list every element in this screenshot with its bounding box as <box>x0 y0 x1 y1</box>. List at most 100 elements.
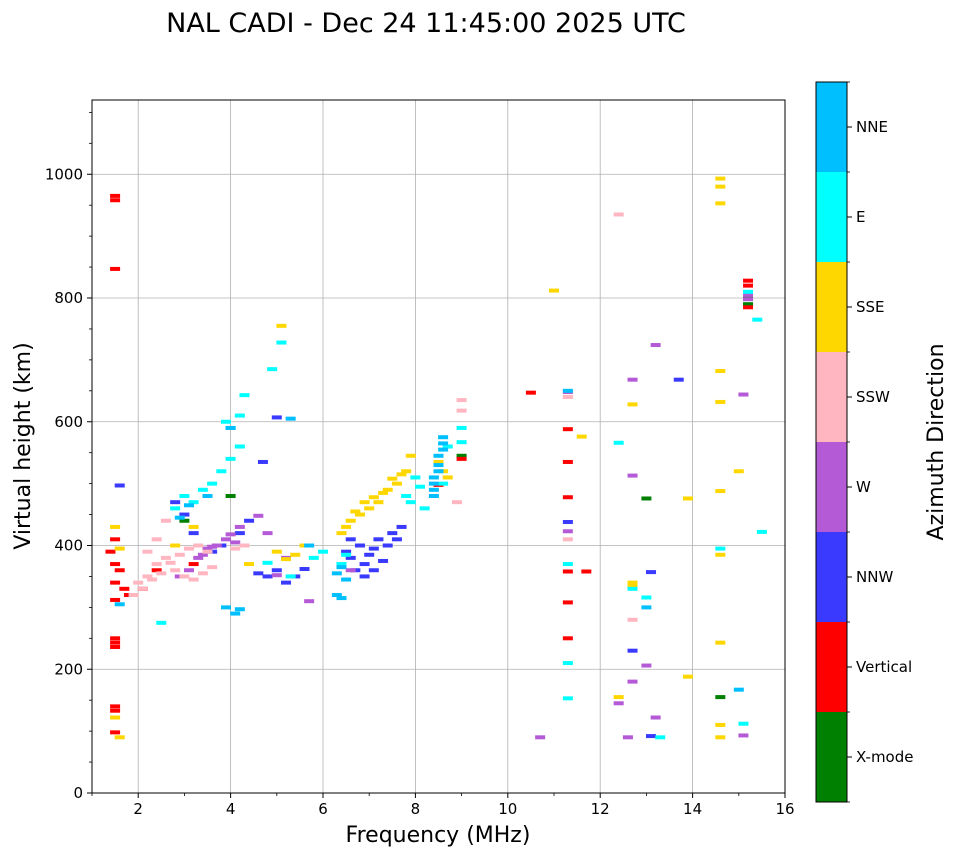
data-point <box>733 469 744 474</box>
data-point <box>715 722 726 727</box>
y-tick-label: 1000 <box>45 165 83 183</box>
colorbar-segment <box>816 442 847 532</box>
data-point <box>308 555 319 560</box>
data-point <box>442 475 453 480</box>
colorbar-segment <box>816 712 847 802</box>
data-point <box>114 546 125 551</box>
series-e <box>156 289 767 740</box>
data-point <box>562 459 573 464</box>
data-point <box>225 456 236 461</box>
data-point <box>239 393 250 398</box>
data-point <box>641 595 652 600</box>
colorbar-label: NNW <box>856 568 893 586</box>
data-point <box>151 537 162 542</box>
data-point <box>562 636 573 641</box>
colorbar-segment <box>816 172 847 262</box>
y-axis-ticks: 0 200 400 600 800 1000 <box>45 111 92 802</box>
data-point <box>576 434 587 439</box>
data-point <box>179 518 190 523</box>
data-point <box>197 487 208 492</box>
data-point <box>433 453 444 458</box>
data-point <box>562 395 573 399</box>
data-point <box>197 552 208 557</box>
data-point <box>345 537 356 542</box>
data-point <box>456 408 467 413</box>
data-point <box>715 184 726 189</box>
data-point <box>682 674 693 679</box>
data-point <box>220 605 231 610</box>
data-point <box>396 524 407 529</box>
data-point <box>396 472 407 477</box>
series-nne <box>114 388 744 692</box>
data-point <box>341 577 352 582</box>
data-point <box>114 483 125 488</box>
data-point <box>622 735 633 740</box>
data-point <box>110 708 121 713</box>
data-point <box>216 469 227 474</box>
data-point <box>225 532 236 537</box>
data-point <box>387 531 398 536</box>
colorbar: X-mode Vertical NNW W SSW SSE E NNE <box>815 81 913 803</box>
data-point <box>525 390 536 395</box>
data-point <box>382 487 393 492</box>
data-point <box>715 695 726 700</box>
data-point <box>738 733 749 738</box>
data-point <box>752 317 763 322</box>
data-point <box>128 593 139 597</box>
data-point <box>415 484 426 489</box>
data-point <box>197 571 208 576</box>
data-point <box>276 323 287 328</box>
data-point <box>220 419 231 424</box>
data-point <box>368 568 379 573</box>
data-point <box>391 481 402 486</box>
data-point <box>174 515 185 520</box>
colorbar-label: SSE <box>856 298 885 316</box>
data-point <box>562 600 573 605</box>
y-tick-label: 600 <box>54 413 83 431</box>
data-point <box>299 567 310 572</box>
data-point <box>405 453 416 458</box>
data-point <box>373 537 384 542</box>
data-point <box>318 549 328 554</box>
data-point <box>257 459 268 464</box>
data-point <box>743 283 754 288</box>
data-point <box>114 568 125 573</box>
data-point <box>438 447 449 452</box>
x-tick-label: 8 <box>411 800 421 818</box>
data-point <box>743 302 754 307</box>
y-tick-label: 400 <box>54 537 83 555</box>
data-point <box>378 558 389 563</box>
data-point <box>156 571 167 576</box>
data-point <box>562 495 573 500</box>
data-point <box>271 549 282 554</box>
data-point <box>253 571 264 576</box>
data-point <box>110 580 121 585</box>
data-point <box>253 513 264 518</box>
data-point <box>433 463 444 468</box>
data-point <box>114 735 125 740</box>
data-point <box>207 481 218 486</box>
data-point <box>738 392 749 397</box>
colorbar-label: SSW <box>856 388 890 406</box>
data-point <box>382 543 393 548</box>
data-point <box>456 453 467 458</box>
data-point <box>743 278 754 283</box>
data-point <box>743 297 754 302</box>
data-point <box>179 494 190 498</box>
data-point <box>581 569 592 574</box>
data-point <box>646 734 657 739</box>
data-point <box>276 340 287 345</box>
data-point <box>234 444 245 449</box>
plot-frame <box>91 99 786 794</box>
data-point <box>405 500 416 505</box>
data-point <box>331 571 342 576</box>
data-point <box>184 568 195 573</box>
data-point <box>641 496 652 501</box>
data-point <box>715 735 726 740</box>
data-point <box>147 577 158 582</box>
data-point <box>230 540 241 545</box>
data-point <box>110 730 121 735</box>
data-point <box>110 198 121 203</box>
data-point <box>743 292 754 297</box>
data-point <box>156 620 167 625</box>
